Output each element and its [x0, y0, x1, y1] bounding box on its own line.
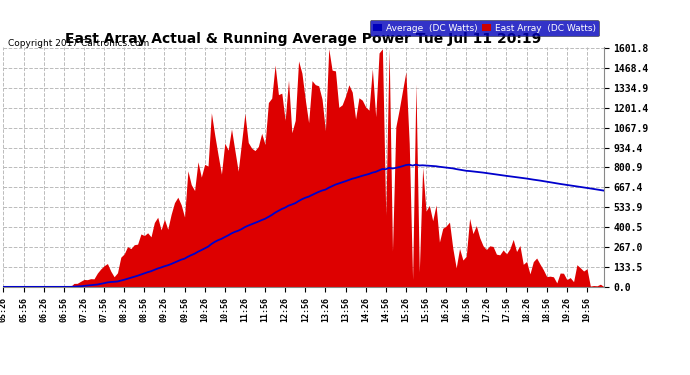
Legend: Average  (DC Watts), East Array  (DC Watts): Average (DC Watts), East Array (DC Watts…	[370, 20, 599, 36]
Text: Copyright 2017 Cartronics.com: Copyright 2017 Cartronics.com	[8, 39, 150, 48]
Title: East Array Actual & Running Average Power Tue Jul 11 20:19: East Array Actual & Running Average Powe…	[66, 32, 542, 46]
